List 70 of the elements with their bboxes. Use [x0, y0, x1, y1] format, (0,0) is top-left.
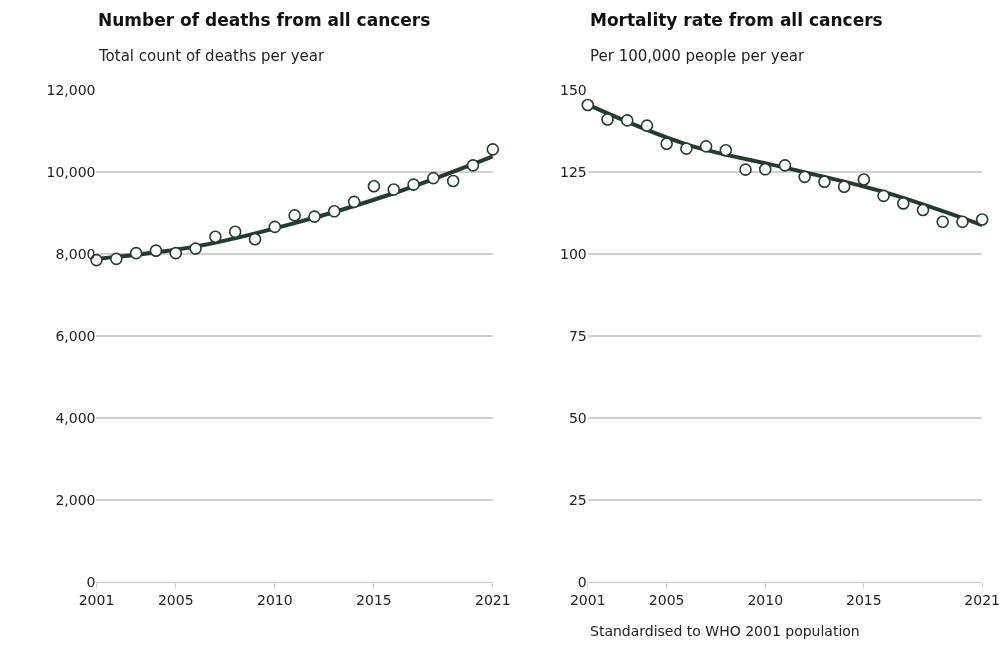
y-tick-label: 12,000 — [46, 81, 96, 98]
y-tick-label: 4,000 — [55, 409, 96, 426]
point — [581, 98, 595, 112]
y-tick-label: 50 — [568, 409, 587, 426]
y-tick-label: 75 — [568, 327, 587, 344]
y-tick-label: 8,000 — [55, 245, 96, 262]
point — [818, 175, 831, 189]
y-tick-label: 100 — [560, 245, 587, 262]
point — [189, 242, 202, 255]
point — [367, 179, 381, 193]
point — [209, 230, 222, 244]
x-tick-label: 2021 — [474, 591, 511, 608]
chart-subtitle: Total count of deaths per year — [98, 47, 326, 65]
chart-subtitle: Per 100,000 people per year — [590, 47, 806, 65]
x-tick-label: 2010 — [257, 591, 293, 608]
point — [837, 180, 851, 193]
point — [975, 213, 989, 226]
point — [680, 142, 693, 155]
point — [308, 210, 321, 223]
y-tick-label: 125 — [560, 163, 587, 180]
x-tick-label: 2015 — [846, 591, 882, 608]
point — [877, 189, 890, 203]
point — [896, 197, 910, 210]
point — [916, 203, 930, 217]
y-tick-label: 0 — [86, 573, 96, 590]
point — [660, 137, 673, 151]
point — [699, 140, 713, 153]
y-tick-label: 25 — [568, 491, 587, 508]
point — [640, 119, 654, 132]
point — [446, 174, 460, 188]
y-tick-label: 150 — [560, 81, 587, 98]
x-tick-label: 2001 — [569, 591, 606, 608]
point — [407, 178, 420, 191]
point — [149, 244, 163, 257]
point — [427, 171, 440, 185]
y-tick-label: 2,000 — [55, 491, 96, 508]
point — [268, 220, 282, 234]
point — [248, 232, 262, 246]
point — [466, 159, 480, 172]
point — [228, 225, 242, 239]
chart-title: Number of deaths from all cancers — [98, 10, 431, 30]
point — [956, 215, 969, 229]
point — [486, 143, 500, 156]
chart-title: Mortality rate from all cancers — [590, 10, 883, 30]
x-tick-label: 2015 — [356, 591, 392, 608]
point — [129, 246, 143, 260]
y-tick-label: 6,000 — [55, 327, 96, 344]
point — [739, 163, 752, 176]
point — [798, 170, 811, 184]
x-tick-label: 2001 — [78, 591, 115, 608]
point — [387, 183, 401, 196]
x-tick-label: 2021 — [964, 591, 1000, 608]
point — [169, 246, 183, 260]
text: Standardised to WHO 2001 population — [590, 623, 860, 639]
point — [288, 209, 301, 222]
point — [347, 195, 361, 209]
point — [719, 143, 733, 157]
x-tick-label: 2005 — [648, 591, 685, 608]
y-tick-label: 0 — [577, 573, 587, 590]
x-tick-label: 2005 — [157, 591, 194, 608]
point — [601, 113, 614, 126]
point — [936, 215, 950, 229]
point — [327, 205, 341, 218]
point — [758, 163, 772, 176]
x-tick-label: 2010 — [747, 591, 784, 608]
point — [857, 173, 871, 186]
point — [110, 252, 123, 266]
point — [778, 159, 792, 172]
y-tick-label: 10,000 — [46, 163, 96, 180]
point — [620, 114, 634, 127]
